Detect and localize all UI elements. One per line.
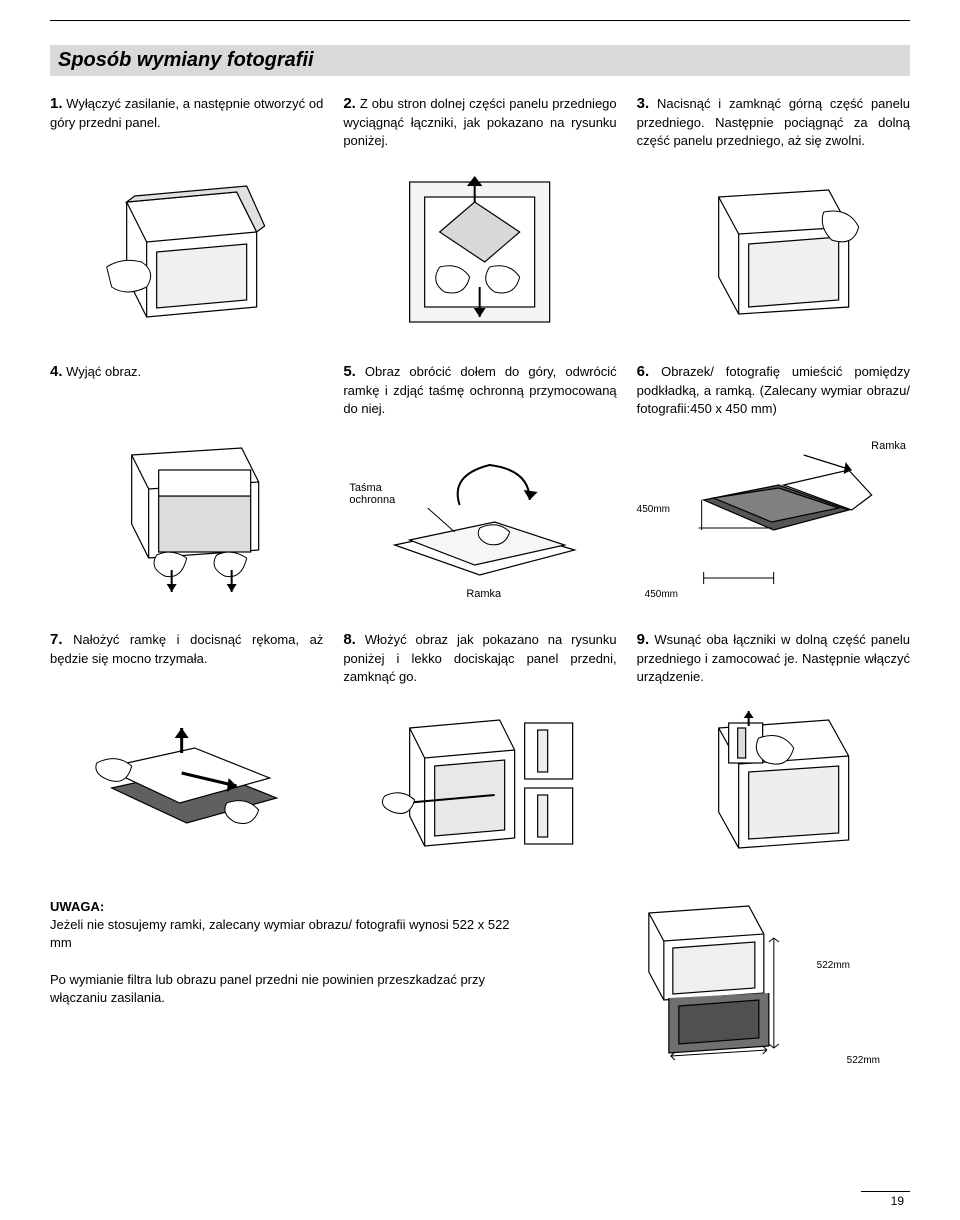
step-6-illus: Ramka 450mm 450mm [637, 440, 910, 600]
note-block: UWAGA: Jeżeli nie stosujemy ramki, zalec… [50, 898, 910, 1068]
label-frame-right: Ramka [871, 440, 906, 452]
label-dim-left: 450mm [637, 504, 670, 515]
step-6: 6. Obrazek/ fotografię umieścić pomiędzy… [637, 362, 910, 600]
label-tape: Taśma ochronna [349, 482, 395, 506]
step-7: 7. Nałożyć ramkę i docisnąć rękoma, aż b… [50, 630, 323, 868]
note-dim-right: 522mm [817, 960, 850, 971]
step-4-illus [50, 440, 323, 600]
step-3-text: 3. Nacisnąć i zamknąć górną część panelu… [637, 94, 910, 164]
step-9-illus [637, 708, 910, 868]
steps-row-3: 7. Nałożyć ramkę i docisnąć rękoma, aż b… [50, 630, 910, 868]
label-dim-bottom: 450mm [645, 589, 678, 600]
section-title: Sposób wymiany fotografii [50, 45, 910, 76]
step-1-illus [50, 172, 323, 332]
top-rule [50, 20, 910, 21]
label-frame-bottom: Ramka [466, 588, 501, 600]
step-2-illus [343, 172, 616, 332]
step-7-text: 7. Nałożyć ramkę i docisnąć rękoma, aż b… [50, 630, 323, 700]
step-3: 3. Nacisnąć i zamknąć górną część panelu… [637, 94, 910, 332]
note-dim-bottom: 522mm [847, 1055, 880, 1066]
step-1: 1. Wyłączyć zasilanie, a następnie otwor… [50, 94, 323, 332]
note-text: UWAGA: Jeżeli nie stosujemy ramki, zalec… [50, 898, 528, 1007]
steps-row-1: 1. Wyłączyć zasilanie, a następnie otwor… [50, 94, 910, 332]
page-number: 19 [861, 1191, 910, 1208]
step-4: 4. Wyjąć obraz. [50, 362, 323, 600]
step-4-text: 4. Wyjąć obraz. [50, 362, 323, 432]
step-8: 8. Włożyć obraz jak pokazano na rysunku … [343, 630, 616, 868]
step-5: 5. Obraz obrócić dołem do góry, odwrócić… [343, 362, 616, 600]
step-5-text: 5. Obraz obrócić dołem do góry, odwrócić… [343, 362, 616, 432]
step-8-text: 8. Włożyć obraz jak pokazano na rysunku … [343, 630, 616, 700]
step-2-text: 2. Z obu stron dolnej części panelu prze… [343, 94, 616, 164]
step-9-text: 9. Wsunąć oba łączniki w dolną część pan… [637, 630, 910, 700]
step-1-text: 1. Wyłączyć zasilanie, a następnie otwor… [50, 94, 323, 164]
step-6-text: 6. Obrazek/ fotografię umieścić pomiędzy… [637, 362, 910, 432]
step-3-illus [637, 172, 910, 332]
step-7-illus [50, 708, 323, 868]
step-8-illus [343, 708, 616, 868]
note-illus: 522mm 522mm [568, 898, 910, 1068]
step-2: 2. Z obu stron dolnej części panelu prze… [343, 94, 616, 332]
step-5-illus: Taśma ochronna Ramka [343, 440, 616, 600]
steps-row-2: 4. Wyjąć obraz. 5. Obraz obrócić do [50, 362, 910, 600]
step-9: 9. Wsunąć oba łączniki w dolną część pan… [637, 630, 910, 868]
